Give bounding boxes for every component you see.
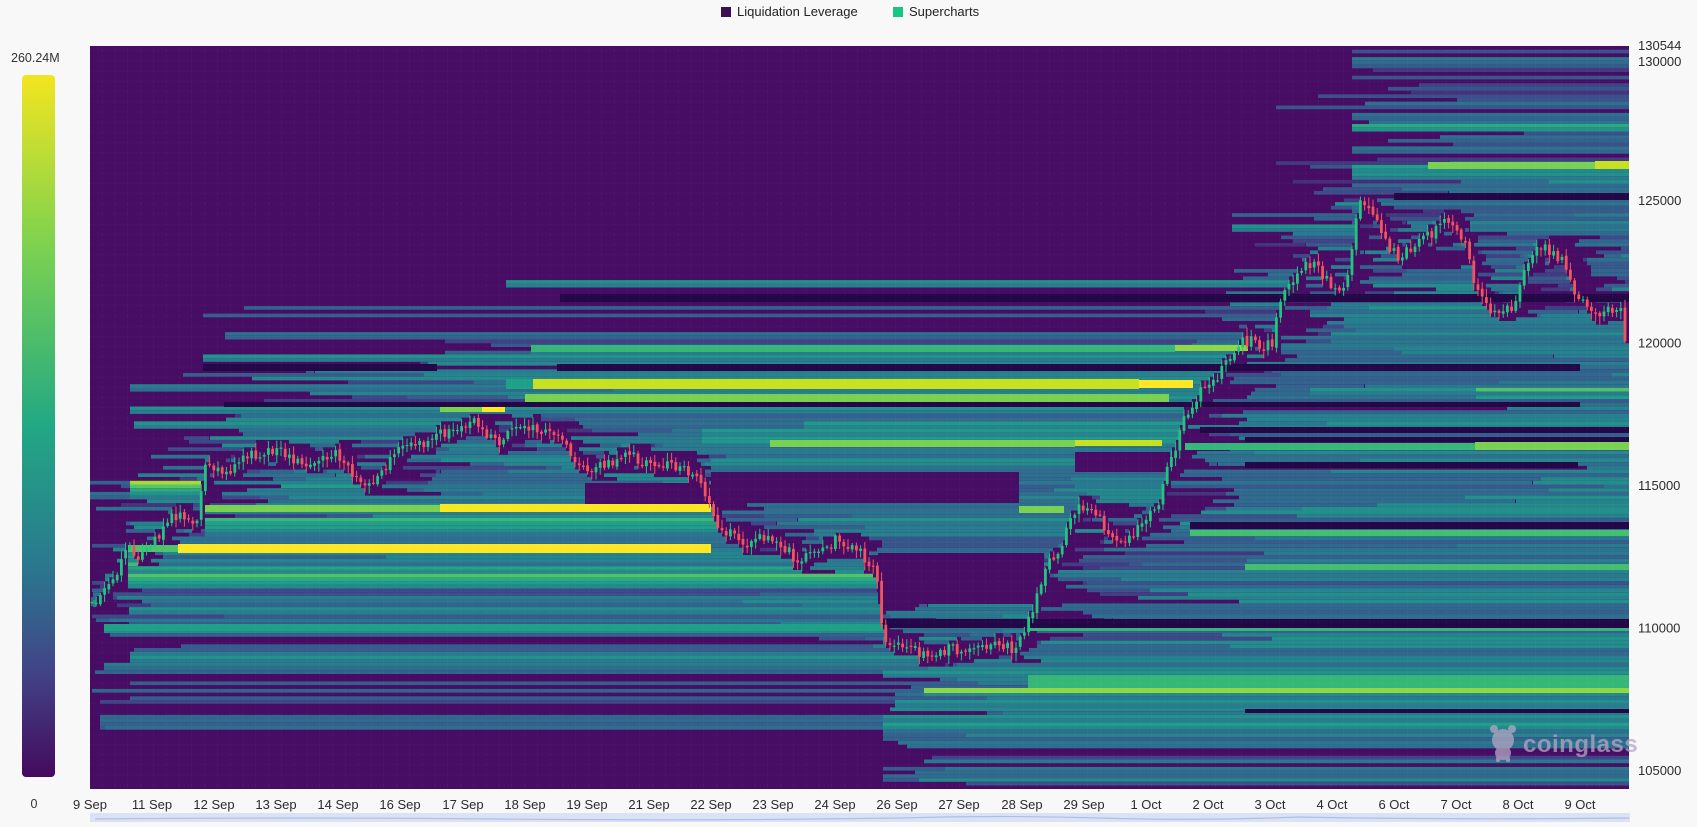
svg-text:14 Sep: 14 Sep	[317, 797, 358, 812]
svg-text:3 Oct: 3 Oct	[1254, 797, 1285, 812]
svg-text:130544: 130544	[1638, 38, 1681, 53]
svg-text:4 Oct: 4 Oct	[1316, 797, 1347, 812]
svg-text:24 Sep: 24 Sep	[814, 797, 855, 812]
svg-text:27 Sep: 27 Sep	[938, 797, 979, 812]
svg-text:2 Oct: 2 Oct	[1192, 797, 1223, 812]
svg-text:26 Sep: 26 Sep	[876, 797, 917, 812]
svg-text:29 Sep: 29 Sep	[1063, 797, 1104, 812]
svg-text:23 Sep: 23 Sep	[752, 797, 793, 812]
svg-text:9 Oct: 9 Oct	[1564, 797, 1595, 812]
svg-text:19 Sep: 19 Sep	[566, 797, 607, 812]
svg-text:125000: 125000	[1638, 193, 1681, 208]
svg-text:Supercharts: Supercharts	[909, 4, 980, 19]
svg-text:9 Sep: 9 Sep	[73, 797, 107, 812]
svg-text:1 Oct: 1 Oct	[1130, 797, 1161, 812]
svg-text:8 Oct: 8 Oct	[1502, 797, 1533, 812]
svg-text:6 Oct: 6 Oct	[1378, 797, 1409, 812]
svg-text:coinglass: coinglass	[1523, 731, 1638, 758]
svg-text:17 Sep: 17 Sep	[442, 797, 483, 812]
svg-text:16 Sep: 16 Sep	[379, 797, 420, 812]
svg-text:21 Sep: 21 Sep	[628, 797, 669, 812]
svg-text:12 Sep: 12 Sep	[193, 797, 234, 812]
svg-text:0: 0	[31, 797, 38, 811]
svg-text:13 Sep: 13 Sep	[255, 797, 296, 812]
svg-text:110000: 110000	[1638, 621, 1680, 636]
svg-text:260.24M: 260.24M	[11, 51, 60, 65]
svg-text:7 Oct: 7 Oct	[1440, 797, 1471, 812]
svg-text:115000: 115000	[1638, 478, 1680, 493]
svg-text:22 Sep: 22 Sep	[690, 797, 731, 812]
svg-text:105000: 105000	[1638, 763, 1681, 778]
svg-text:28 Sep: 28 Sep	[1001, 797, 1042, 812]
svg-text:18 Sep: 18 Sep	[504, 797, 545, 812]
svg-text:120000: 120000	[1638, 336, 1681, 351]
svg-text:Liquidation Leverage: Liquidation Leverage	[737, 4, 858, 19]
svg-text:130000: 130000	[1638, 54, 1681, 69]
svg-text:11 Sep: 11 Sep	[132, 797, 172, 812]
